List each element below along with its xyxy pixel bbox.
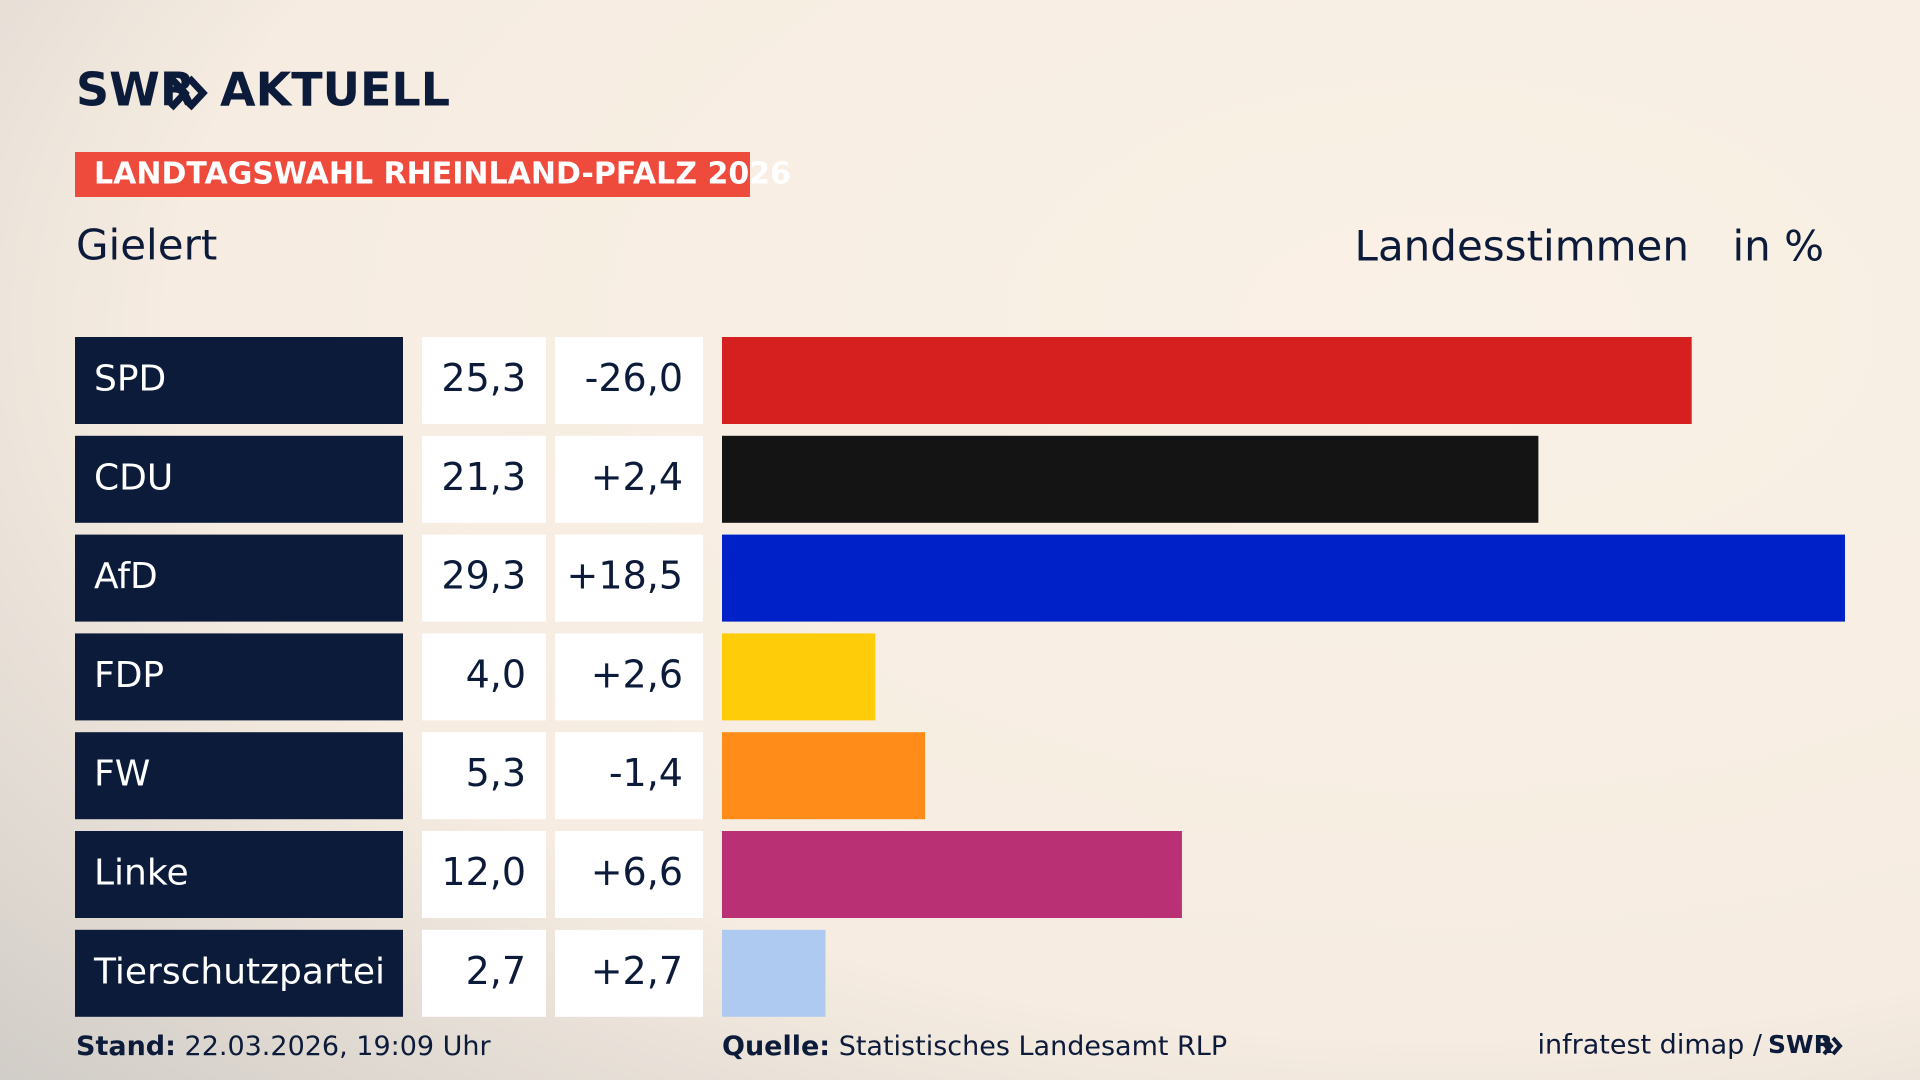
subtitle: Gielert [76,221,217,270]
change-label: +2,7 [591,949,683,993]
value-box [422,534,546,622]
institute: infratest dimap / [1537,1030,1762,1061]
party-name: Tierschutzpartei [93,951,385,992]
badge: LANDTAGSWAHL RHEINLAND-PFALZ 2026 [94,157,791,192]
party-name: Linke [94,853,189,894]
change-label: -26,0 [585,356,683,400]
bar [722,534,1845,622]
date: 22.03.2026, 19:09 Uhr [185,1031,492,1062]
change-box [555,435,703,523]
source: Statistisches Landesamt RLP [839,1031,1227,1062]
bar [722,633,876,721]
value-label: 4,0 [466,652,526,696]
value-box [422,337,546,424]
date-label: Stand: [76,1031,176,1062]
bar [722,337,1692,424]
change-box [555,929,703,1017]
value-box [422,633,546,721]
value-label: 2,7 [466,949,526,993]
change-box [555,831,703,918]
value-label: 12,0 [441,850,526,894]
change-box [555,633,703,721]
change-box [555,534,703,622]
change-label: +2,6 [591,652,683,696]
footer-brand: SWR [1768,1030,1833,1059]
source-label: Quelle: [722,1031,830,1062]
party-name: CDU [94,457,173,498]
value-box [422,435,546,523]
brand-suffix: AKTUELL [220,63,450,117]
party-name: AfD [94,556,158,597]
name-box [75,633,403,721]
value-box [422,929,546,1017]
change-label: -1,4 [609,751,683,795]
bar [722,929,826,1017]
name-box [75,831,403,918]
name-box [75,435,403,523]
unit: in % [1732,222,1824,271]
footer-chevrons [1822,1036,1843,1056]
party-name: SPD [94,359,166,400]
name-box [75,337,403,424]
name-box [75,929,403,1017]
value-label: 25,3 [441,356,526,400]
bar [722,732,926,820]
value-label: 5,3 [466,751,526,795]
change-label: +2,4 [591,455,683,499]
name-box [75,534,403,622]
footer-date: Stand: 22.03.2026, 19:09 Uhr [76,1031,492,1062]
name-box [75,732,403,820]
value-label: 21,3 [441,455,526,499]
brand-chevrons [168,75,208,111]
bar [722,831,1182,918]
change-box [555,337,703,424]
value-box [422,732,546,820]
party-name: FW [94,754,150,795]
value-box [422,831,546,918]
footer-source: Quelle: Statistisches Landesamt RLP [722,1031,1227,1062]
change-box [555,732,703,820]
measure: Landesstimmen [1355,222,1689,271]
change-label: +18,5 [567,554,683,598]
change-label: +6,6 [591,850,683,894]
party-name: FDP [94,655,164,696]
bar [722,435,1539,523]
value-label: 29,3 [441,554,526,598]
badge-bg [75,152,750,197]
